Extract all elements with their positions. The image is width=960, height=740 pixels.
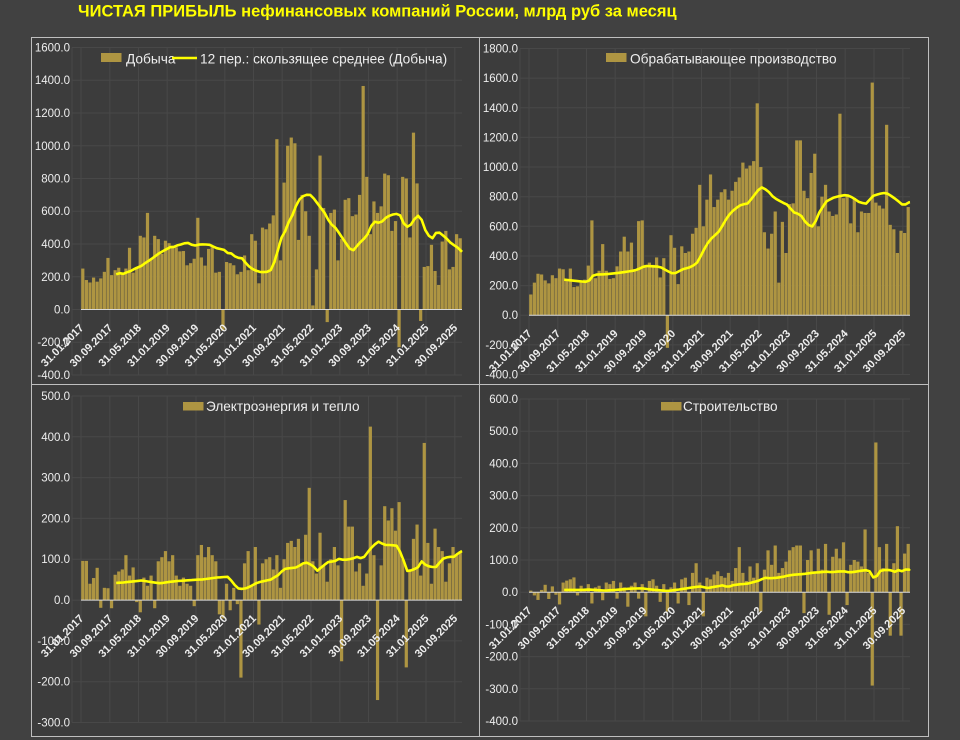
svg-text:-300.0: -300.0 bbox=[485, 684, 518, 696]
svg-text:200.0: 200.0 bbox=[489, 523, 518, 535]
svg-text:1600.0: 1600.0 bbox=[483, 73, 518, 85]
svg-text:-100.0: -100.0 bbox=[485, 619, 518, 631]
svg-text:600.0: 600.0 bbox=[41, 206, 70, 218]
svg-text:1000.0: 1000.0 bbox=[35, 141, 70, 153]
svg-text:500.0: 500.0 bbox=[489, 426, 518, 438]
svg-text:0.0: 0.0 bbox=[502, 310, 518, 322]
svg-text:12 пер.: скользящее среднее (Д: 12 пер.: скользящее среднее (Добыча) bbox=[200, 52, 447, 67]
svg-text:600.0: 600.0 bbox=[489, 394, 518, 406]
svg-text:300.0: 300.0 bbox=[489, 491, 518, 503]
svg-text:1200.0: 1200.0 bbox=[483, 132, 518, 144]
svg-text:500.0: 500.0 bbox=[41, 391, 70, 403]
svg-text:1000.0: 1000.0 bbox=[483, 162, 518, 174]
svg-text:1400.0: 1400.0 bbox=[35, 75, 70, 87]
svg-text:-400.0: -400.0 bbox=[485, 716, 518, 728]
svg-text:200.0: 200.0 bbox=[489, 281, 518, 293]
svg-text:400.0: 400.0 bbox=[41, 432, 70, 444]
svg-text:200.0: 200.0 bbox=[41, 272, 70, 284]
svg-text:200.0: 200.0 bbox=[41, 513, 70, 525]
svg-text:300.0: 300.0 bbox=[41, 473, 70, 485]
svg-text:1800.0: 1800.0 bbox=[483, 44, 518, 56]
svg-text:400.0: 400.0 bbox=[41, 239, 70, 251]
svg-text:-100.0: -100.0 bbox=[37, 636, 70, 648]
svg-text:-400.0: -400.0 bbox=[37, 370, 70, 382]
svg-text:Обрабатывающее производство: Обрабатывающее производство bbox=[630, 52, 837, 67]
svg-text:1200.0: 1200.0 bbox=[35, 108, 70, 120]
svg-text:100.0: 100.0 bbox=[489, 555, 518, 567]
svg-text:-200.0: -200.0 bbox=[37, 337, 70, 349]
svg-text:1600.0: 1600.0 bbox=[35, 43, 70, 55]
svg-text:600.0: 600.0 bbox=[489, 221, 518, 233]
svg-text:800.0: 800.0 bbox=[489, 192, 518, 204]
svg-text:ЧИСТАЯ ПРИБЫЛЬ нефинансовых ко: ЧИСТАЯ ПРИБЫЛЬ нефинансовых компаний Рос… bbox=[78, 3, 677, 21]
svg-text:-400.0: -400.0 bbox=[485, 370, 518, 382]
svg-text:Строительство: Строительство bbox=[683, 399, 778, 414]
svg-text:1400.0: 1400.0 bbox=[483, 103, 518, 115]
svg-text:100.0: 100.0 bbox=[41, 554, 70, 566]
svg-text:400.0: 400.0 bbox=[489, 458, 518, 470]
svg-text:0.0: 0.0 bbox=[54, 595, 70, 607]
svg-text:800.0: 800.0 bbox=[41, 174, 70, 186]
svg-text:Добыча: Добыча bbox=[126, 52, 176, 67]
svg-text:0.0: 0.0 bbox=[54, 305, 70, 317]
svg-text:-300.0: -300.0 bbox=[37, 718, 70, 730]
svg-text:-200.0: -200.0 bbox=[485, 340, 518, 352]
svg-text:Электроэнергия и тепло: Электроэнергия и тепло bbox=[206, 399, 360, 414]
svg-text:400.0: 400.0 bbox=[489, 251, 518, 263]
svg-text:-200.0: -200.0 bbox=[485, 652, 518, 664]
svg-text:-200.0: -200.0 bbox=[37, 677, 70, 689]
svg-text:0.0: 0.0 bbox=[502, 587, 518, 599]
